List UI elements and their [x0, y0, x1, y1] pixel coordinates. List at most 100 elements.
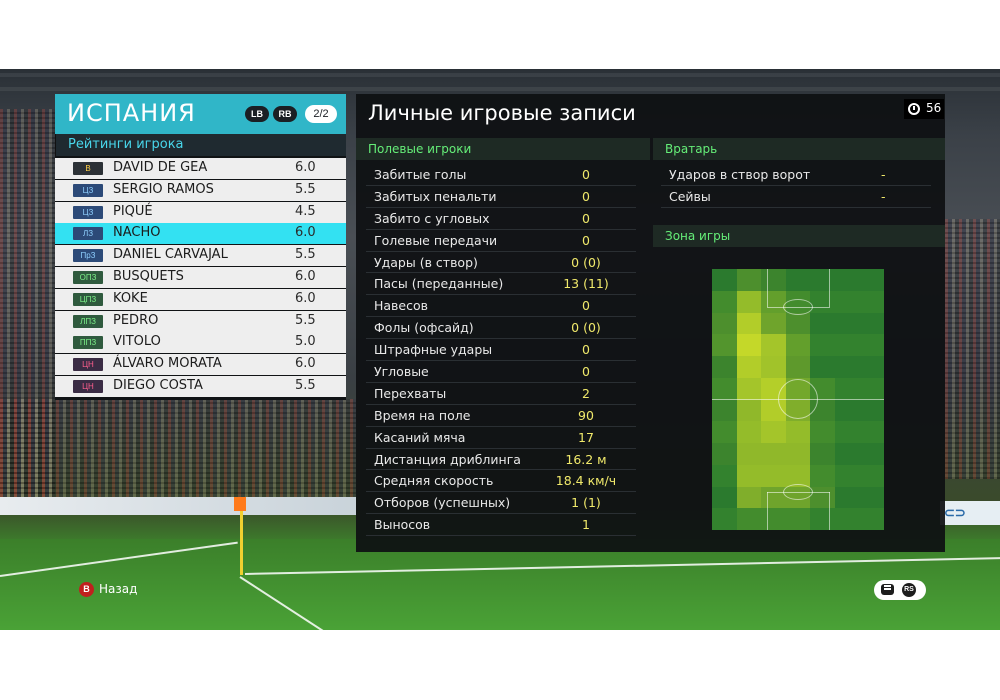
timer-value: 56 [926, 101, 942, 115]
heatmap-cell [785, 464, 811, 487]
stat-row: Угловые 0 [366, 361, 636, 383]
stat-value: 1 (1) [571, 495, 601, 511]
player-name: PEDRO [113, 312, 159, 328]
field-players-section-title: Полевые игроки [356, 138, 650, 160]
heatmap-cell [712, 486, 738, 509]
page-indicator: 2/2 [305, 105, 337, 123]
chat-controls[interactable]: RS [874, 580, 926, 600]
heatmap-cell [761, 421, 787, 444]
player-name: VITOLO [113, 334, 161, 350]
stat-row: Перехваты 2 [366, 383, 636, 405]
player-row[interactable]: ПрЗ DANIEL CARVAJAL 5.5 [55, 245, 346, 267]
player-name: ÁLVARO MORATA [113, 356, 222, 372]
heatmap-cell [834, 290, 860, 313]
heatmap-cell [859, 269, 884, 292]
stadium-roof [0, 87, 1000, 91]
gk-stat-value: - [881, 167, 886, 182]
ad-board [0, 497, 356, 515]
player-row[interactable]: ОПЗ BUSQUETS 6.0 [55, 266, 346, 288]
player-row[interactable]: ЦН DIEGO COSTA 5.5 [55, 375, 346, 397]
stats-panel: Личные игровые записи 56 Полевые игроки … [356, 94, 945, 552]
stat-label: Забитые голы [374, 167, 467, 182]
heatmap-cell [712, 421, 738, 444]
player-row[interactable]: ППЗ VITOLO 5.0 [55, 332, 346, 354]
player-rating: 5.5 [295, 377, 316, 393]
match-timer: 56 [904, 99, 944, 119]
stat-row: Время на поле 90 [366, 405, 636, 427]
heatmap-cell [810, 464, 836, 487]
heatmap-cell [712, 269, 738, 292]
heatmap-cell [712, 312, 738, 335]
game-screen: ⊂⊃ ИСПАНИЯ LB RB 2/2 Рейтинги игрока В DA… [0, 69, 1000, 630]
rb-button[interactable]: RB [273, 106, 297, 122]
position-badge: ЦПЗ [73, 292, 103, 306]
player-row[interactable]: В DAVID DE GEA 6.0 [55, 158, 346, 179]
heatmap-cell [761, 334, 787, 357]
stat-label: Фолы (офсайд) [374, 320, 474, 336]
heatmap-cell [859, 312, 884, 335]
player-list: В DAVID DE GEA 6.0 ЦЗ SERGIO RAMOS 5.5 ЦЗ PIQUÉ… [55, 156, 346, 400]
stat-value: 0 (0) [571, 320, 601, 336]
heatmap-cell [859, 399, 884, 422]
rs-button-icon[interactable]: RS [902, 583, 916, 597]
heatmap-cell [834, 508, 860, 530]
stats-title: Личные игровые записи [368, 101, 636, 125]
heatmap-cell [761, 464, 787, 487]
stat-label: Забито с угловых [374, 210, 490, 226]
player-row[interactable]: ЛЗ NACHO 6.0 [55, 223, 346, 245]
player-rating: 5.0 [295, 334, 316, 350]
stat-row: Выносов 1 [366, 514, 636, 537]
heatmap-cell [859, 443, 884, 466]
heatmap-cell [810, 269, 836, 292]
player-row[interactable]: ЦЗ SERGIO RAMOS 5.5 [55, 179, 346, 201]
heatmap-cell [834, 377, 860, 400]
heatmap-cell [810, 486, 836, 509]
stat-value: 0 [582, 298, 590, 314]
heatmap-cell [736, 486, 762, 509]
stat-value: 90 [578, 407, 594, 423]
b-button-icon[interactable]: B [79, 582, 94, 597]
player-row[interactable]: ЦН ÁLVARO MORATA 6.0 [55, 354, 346, 376]
gk-stat-row: Ударов в створ ворот - [661, 164, 931, 186]
heatmap-cell [736, 508, 762, 530]
heatmap-cell [736, 312, 762, 335]
gk-stat-label: Сейвы [669, 189, 711, 204]
heatmap-cell [712, 464, 738, 487]
heatmap-cell [785, 443, 811, 466]
heatmap-cell [712, 399, 738, 422]
position-badge: ЦЗ [73, 205, 103, 219]
chat-icon[interactable] [881, 584, 894, 595]
clock-icon [908, 103, 920, 115]
lb-button[interactable]: LB [245, 106, 269, 122]
heatmap-cell [859, 508, 884, 530]
heatmap-cell [810, 421, 836, 444]
pitch [0, 539, 1000, 630]
heatmap-cell [736, 356, 762, 379]
stat-label: Пасы (переданные) [374, 276, 504, 292]
stat-value: 0 [582, 210, 590, 226]
stat-row: Удары (в створ) 0 (0) [366, 252, 636, 274]
stat-value: 0 (0) [571, 254, 601, 270]
stat-value: 13 (11) [563, 276, 609, 292]
position-badge: ЛПЗ [73, 314, 103, 328]
player-name: SERGIO RAMOS [113, 181, 214, 197]
position-badge: ППЗ [73, 336, 103, 350]
player-rating: 6.0 [295, 225, 316, 241]
player-row[interactable]: ЦПЗ KOKE 6.0 [55, 288, 346, 310]
heatmap-cell [859, 464, 884, 487]
back-label[interactable]: Назад [99, 582, 138, 596]
player-row[interactable]: ЦЗ PIQUÉ 4.5 [55, 201, 346, 223]
stat-label: Навесов [374, 298, 429, 314]
gk-stat-label: Ударов в створ ворот [669, 167, 811, 182]
player-name: DAVID DE GEA [113, 160, 208, 175]
penalty-arc [783, 484, 813, 500]
position-badge: ЦН [73, 379, 103, 393]
player-row[interactable]: ЛПЗ PEDRO 5.5 [55, 310, 346, 332]
heatmap-cell [761, 312, 787, 335]
heatmap-cell [834, 269, 860, 292]
heatmap-cell [712, 377, 738, 400]
heatmap-cell [761, 290, 787, 313]
heatmap-cell [712, 334, 738, 357]
stat-label: Отборов (успешных) [374, 495, 511, 511]
heatmap-cell [761, 508, 787, 530]
